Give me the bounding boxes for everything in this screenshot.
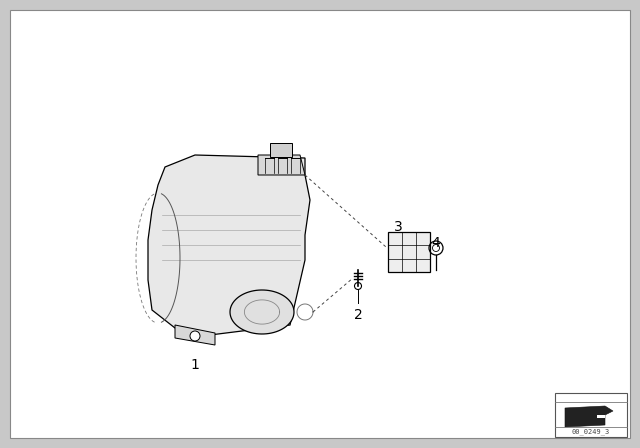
Polygon shape	[175, 325, 215, 345]
Polygon shape	[230, 290, 294, 334]
Text: 3: 3	[394, 220, 403, 234]
Text: 00_0249_3: 00_0249_3	[572, 428, 610, 435]
Polygon shape	[258, 155, 305, 175]
Polygon shape	[597, 415, 605, 418]
Polygon shape	[565, 406, 613, 427]
Polygon shape	[270, 143, 292, 157]
Polygon shape	[148, 155, 310, 335]
Text: 2: 2	[354, 308, 362, 322]
Bar	[555, 393, 627, 437]
Circle shape	[190, 331, 200, 341]
Circle shape	[355, 283, 362, 289]
Text: 4: 4	[431, 236, 440, 250]
Bar	[388, 232, 430, 272]
Text: 1: 1	[191, 358, 200, 372]
